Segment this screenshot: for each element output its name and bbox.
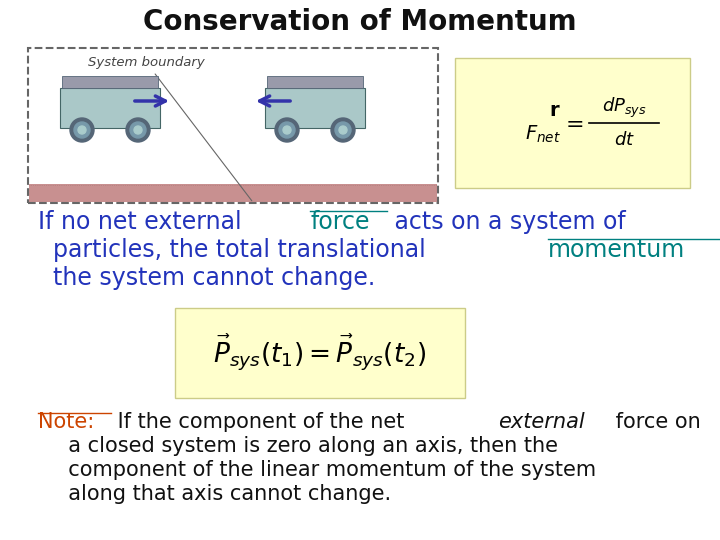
Circle shape [130, 122, 146, 138]
Text: $\mathbf{r}$
$F_{net}$: $\mathbf{r}$ $F_{net}$ [525, 102, 561, 145]
Circle shape [134, 126, 142, 134]
Circle shape [275, 118, 299, 142]
Circle shape [335, 122, 351, 138]
Circle shape [70, 118, 94, 142]
Bar [60, 88, 160, 128]
Text: force: force [310, 210, 370, 234]
Bar [29, 184, 437, 202]
Text: Conservation of Momentum: Conservation of Momentum [143, 8, 577, 36]
Bar [455, 58, 690, 188]
Text: along that axis cannot change.: along that axis cannot change. [55, 484, 391, 504]
Circle shape [331, 118, 355, 142]
Text: force on: force on [609, 412, 701, 432]
Text: acts on a system of: acts on a system of [387, 210, 626, 234]
Text: particles, the total translational: particles, the total translational [38, 238, 433, 262]
Text: momentum: momentum [548, 238, 685, 262]
Text: $\vec{P}_{sys}(t_1) = \vec{P}_{sys}(t_2)$: $\vec{P}_{sys}(t_1) = \vec{P}_{sys}(t_2)… [213, 333, 426, 373]
Text: $dt$: $dt$ [613, 131, 635, 149]
Text: Note:: Note: [38, 412, 94, 432]
Text: If the component of the net: If the component of the net [111, 412, 410, 432]
Text: component of the linear momentum of the system: component of the linear momentum of the … [55, 460, 596, 480]
Text: the system cannot change.: the system cannot change. [38, 266, 375, 290]
Circle shape [279, 122, 295, 138]
Circle shape [339, 126, 347, 134]
Bar [267, 76, 363, 88]
Circle shape [283, 126, 291, 134]
Circle shape [126, 118, 150, 142]
Text: $=$: $=$ [561, 113, 584, 133]
Text: If no net external: If no net external [38, 210, 249, 234]
Text: $dP_{sys}$: $dP_{sys}$ [602, 95, 647, 119]
Text: external: external [498, 412, 585, 432]
Bar [175, 308, 465, 398]
Text: System boundary: System boundary [88, 56, 252, 201]
Bar [28, 48, 438, 203]
Circle shape [78, 126, 86, 134]
Bar [62, 76, 158, 88]
Bar [265, 88, 365, 128]
Text: a closed system is zero along an axis, then the: a closed system is zero along an axis, t… [55, 436, 558, 456]
Circle shape [74, 122, 90, 138]
